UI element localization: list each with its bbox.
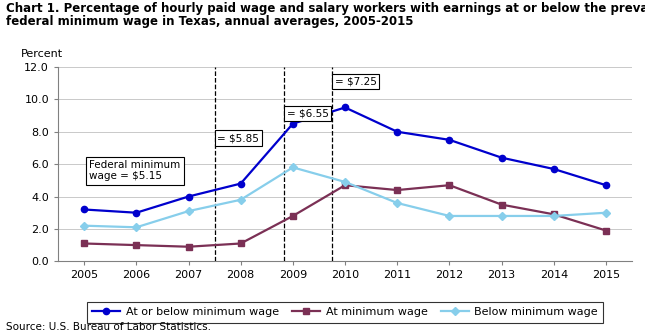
Text: Chart 1. Percentage of hourly paid wage and salary workers with earnings at or b: Chart 1. Percentage of hourly paid wage … [6,2,645,15]
At minimum wage [446,183,453,187]
At minimum wage [341,183,349,187]
Text: Federal minimum
wage = $5.15: Federal minimum wage = $5.15 [90,160,181,182]
Below minimum wage [132,225,140,229]
At minimum wage [602,228,610,232]
At or below minimum wage [341,106,349,110]
Below minimum wage [446,214,453,218]
At minimum wage [132,243,140,247]
At minimum wage [237,242,244,246]
Text: = $6.55: = $6.55 [286,109,328,119]
At or below minimum wage [80,207,88,211]
Text: = $5.85: = $5.85 [217,133,259,143]
At minimum wage [498,203,506,207]
At minimum wage [550,212,558,216]
Text: = $7.25: = $7.25 [335,76,377,86]
Below minimum wage [393,201,401,205]
At minimum wage [289,214,297,218]
At or below minimum wage [446,138,453,142]
At or below minimum wage [550,167,558,171]
At or below minimum wage [393,130,401,134]
Text: Source: U.S. Bureau of Labor Statistics.: Source: U.S. Bureau of Labor Statistics. [6,322,212,332]
Line: At or below minimum wage: At or below minimum wage [81,105,609,216]
Below minimum wage [341,180,349,184]
At minimum wage [80,242,88,246]
Below minimum wage [237,198,244,202]
At minimum wage [184,245,192,249]
At or below minimum wage [602,183,610,187]
At or below minimum wage [237,182,244,186]
Text: federal minimum wage in Texas, annual averages, 2005-2015: federal minimum wage in Texas, annual av… [6,15,414,28]
At or below minimum wage [184,195,192,199]
Below minimum wage [602,211,610,215]
At or below minimum wage [132,211,140,215]
Below minimum wage [184,209,192,213]
At minimum wage [393,188,401,192]
Below minimum wage [80,224,88,228]
Below minimum wage [498,214,506,218]
Line: Below minimum wage: Below minimum wage [81,164,609,230]
At or below minimum wage [498,156,506,160]
At or below minimum wage [289,122,297,126]
Below minimum wage [289,165,297,170]
Line: At minimum wage: At minimum wage [81,182,609,250]
Legend: At or below minimum wage, At minimum wage, Below minimum wage: At or below minimum wage, At minimum wag… [87,302,603,323]
Text: Percent: Percent [21,49,63,59]
Below minimum wage [550,214,558,218]
